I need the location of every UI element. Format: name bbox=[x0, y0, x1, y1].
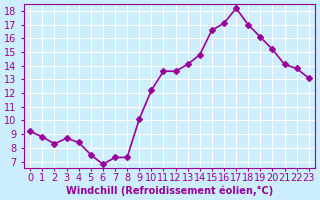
X-axis label: Windchill (Refroidissement éolien,°C): Windchill (Refroidissement éolien,°C) bbox=[66, 185, 273, 196]
